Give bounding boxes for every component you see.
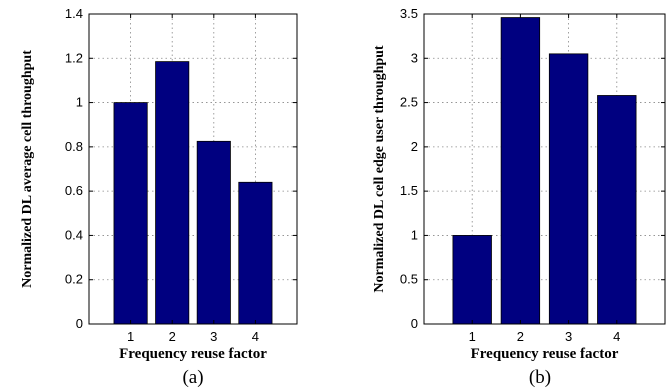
chart-b-bars: [452, 17, 637, 325]
chart-a-y-tick-label: 0.6: [65, 183, 83, 198]
chart-b-y-tick-label: 3.5: [400, 6, 418, 21]
chart-a-y-ticks: 0 0.2 0.4 0.6 0.8 1 1.2 1.4: [65, 6, 297, 331]
chart-a-x-ticks: 1 2 3 4: [127, 14, 259, 344]
chart-b-y-tick-label: 3: [411, 50, 418, 65]
chart-a-y-tick-label: 1.4: [65, 6, 83, 21]
chart-a-x-tick-label: 4: [252, 329, 259, 344]
chart-b-x-tick-label: 3: [565, 329, 572, 344]
chart-a-bar: [113, 102, 148, 325]
chart-b-y-tick-label: 1: [411, 227, 418, 242]
chart-a-y-tick-label: 1.2: [65, 50, 83, 65]
chart-a-caption: (a): [182, 367, 203, 388]
chart-a: 0 0.2 0.4 0.6 0.8 1 1.2 1.4 1 2 3 4 Frequency reus…: [20, 6, 298, 388]
chart-a-plot-frame: [88, 13, 298, 325]
chart-a-x-axis-label: Frequency reuse factor: [119, 346, 267, 362]
chart-b-x-tick-label: 1: [469, 329, 476, 344]
chart-a-y-tick-label: 0: [76, 316, 83, 331]
chart-a-x-tick-label: 3: [210, 329, 217, 344]
chart-b-bar: [597, 95, 637, 325]
chart-a-y-tick-label: 0.4: [65, 227, 83, 242]
chart-a-y-tick-label: 0.2: [65, 272, 83, 287]
chart-a-x-tick-label: 2: [169, 329, 176, 344]
chart-b-y-axis-label: Normalized DL cell edge user throughput: [372, 45, 387, 293]
chart-b: 0 0.5 1 1.5 2 2.5 3 3.5 1 2 3 4 Frequency reuse fa…: [372, 6, 666, 388]
chart-b-y-tick-label: 0.5: [400, 272, 418, 287]
chart-b-x-axis-label: Frequency reuse factor: [471, 346, 619, 362]
chart-b-bar: [548, 53, 589, 325]
chart-a-y-tick-label: 0.8: [65, 139, 83, 154]
chart-b-x-tick-label: 2: [517, 329, 524, 344]
chart-a-x-tick-label: 1: [127, 329, 134, 344]
chart-a-bar: [238, 181, 273, 325]
chart-b-y-tick-label: 0: [411, 316, 418, 331]
chart-b-y-tick-label: 1.5: [400, 183, 418, 198]
chart-b-x-tick-label: 4: [613, 329, 620, 344]
chart-a-bar: [196, 140, 231, 325]
chart-b-y-tick-label: 2.5: [400, 95, 418, 110]
chart-a-bars: [113, 61, 273, 325]
chart-b-y-ticks: 0 0.5 1 1.5 2 2.5 3 3.5: [400, 6, 665, 331]
chart-b-caption: (b): [529, 367, 551, 388]
chart-a-y-axis-label: Normalized DL average cell throughput: [20, 50, 35, 288]
chart-b-plot-frame: [423, 13, 666, 325]
chart-a-y-tick-label: 1: [76, 95, 83, 110]
chart-b-bar: [452, 235, 492, 325]
chart-a-bar: [155, 61, 190, 325]
chart-b-y-tick-label: 2: [411, 139, 418, 154]
chart-b-bar: [500, 17, 541, 325]
chart-b-x-ticks: 1 2 3 4: [469, 14, 620, 344]
chart-a-grid: [89, 14, 297, 324]
